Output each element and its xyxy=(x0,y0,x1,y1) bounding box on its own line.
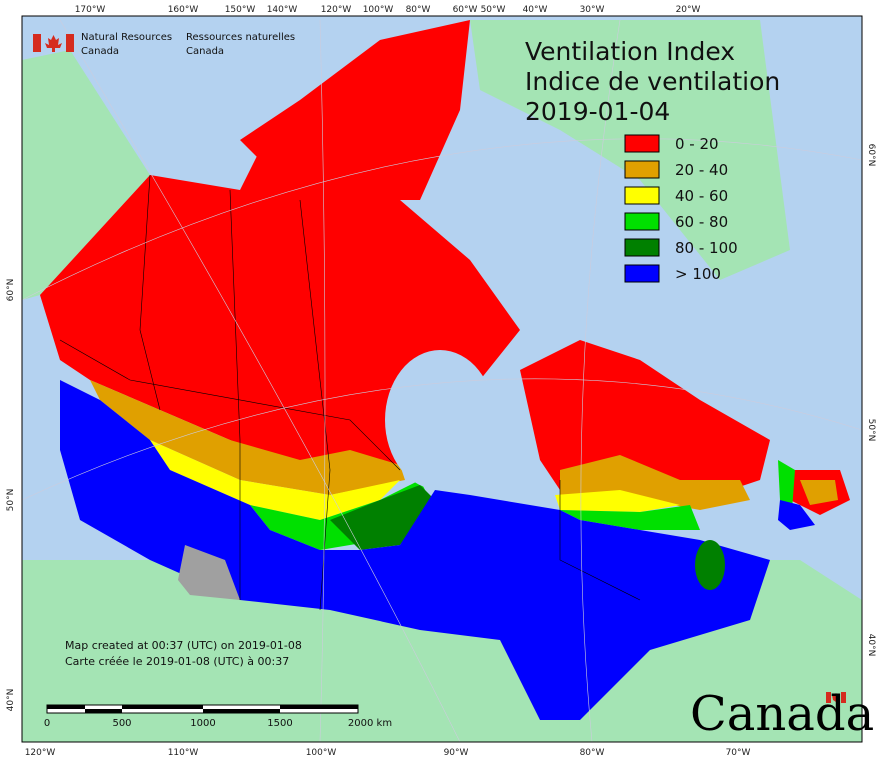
org-name: Canada xyxy=(81,46,119,57)
wordmark-flag xyxy=(826,692,846,703)
parallel xyxy=(21,378,863,501)
parallel xyxy=(21,138,863,301)
graticule xyxy=(21,19,863,743)
boundary xyxy=(229,189,241,600)
legend-swatch xyxy=(624,238,660,257)
graticule-label: 110°W xyxy=(168,748,199,758)
no-data xyxy=(178,545,240,600)
legend-swatch xyxy=(624,160,660,179)
graticule-label: 50°W xyxy=(481,5,506,15)
org-name: Canada xyxy=(186,46,224,57)
title: Ventilation Index xyxy=(525,37,735,66)
alaska xyxy=(22,50,150,300)
graticule-label: 80°W xyxy=(580,748,605,758)
area-20-40 xyxy=(90,380,405,495)
scale-label: 1500 xyxy=(267,718,292,729)
legend-label: 80 - 100 xyxy=(675,239,738,257)
graticule-label: 50°N xyxy=(866,419,876,442)
graticule-label: 140°W xyxy=(267,5,298,15)
graticule-label: 40°N xyxy=(866,634,876,657)
legend-swatch xyxy=(624,186,660,205)
scale-segment xyxy=(203,709,280,713)
org-name: Ressources naturelles xyxy=(186,32,295,43)
graticule-label: 150°W xyxy=(225,5,256,15)
area-over-100 xyxy=(60,380,770,720)
graticule-label: 20°W xyxy=(676,5,701,15)
graticule-label: 60°W xyxy=(453,5,478,15)
area-20-40-newfoundland xyxy=(800,480,838,505)
graticule-label: 50°N xyxy=(6,489,16,512)
legend-label: 20 - 40 xyxy=(675,161,728,179)
logo xyxy=(33,34,74,52)
area-0-20-arctic xyxy=(240,20,470,200)
date: 2019-01-04 xyxy=(525,97,670,126)
graticule-label: 90°W xyxy=(444,748,469,758)
boundary xyxy=(299,199,331,611)
legend-swatch xyxy=(624,134,660,153)
frame xyxy=(21,15,863,743)
boundary xyxy=(559,480,641,601)
legend-swatch xyxy=(624,264,660,283)
wordmark: Canada xyxy=(690,686,874,742)
hudson-bay xyxy=(385,350,495,490)
legend-label: 60 - 80 xyxy=(675,213,728,231)
scale-segment xyxy=(280,705,358,709)
scale-bar xyxy=(46,704,359,714)
graticule-label: 100°W xyxy=(363,5,394,15)
footer-text: Carte créée le 2019-01-08 (UTC) à 00:37 xyxy=(65,655,289,668)
scale-segment xyxy=(122,705,203,709)
area-20-40-quebec xyxy=(560,455,750,510)
maple-leaf xyxy=(45,35,62,52)
scale-label: 0 xyxy=(44,718,50,729)
graticule-label: 80°W xyxy=(406,5,431,15)
graticule-label: 30°W xyxy=(580,5,605,15)
boundary xyxy=(139,174,161,411)
graticule-label: 60°N xyxy=(866,144,876,167)
title: Indice de ventilation xyxy=(525,67,780,96)
graticule-label: 120°W xyxy=(321,5,352,15)
graticule-label: 40°N xyxy=(6,689,16,712)
area-60-80-newfoundland xyxy=(778,460,795,510)
graticule-label: 60°N xyxy=(6,279,16,302)
scale-label: 500 xyxy=(112,718,131,729)
legend-label: 40 - 60 xyxy=(675,187,728,205)
graticule-label: 160°W xyxy=(168,5,199,15)
area-60-80-quebec xyxy=(560,505,700,530)
boundaries xyxy=(59,174,641,611)
maple-leaf xyxy=(832,693,840,702)
meridian xyxy=(580,19,621,743)
legend-swatch xyxy=(624,212,660,231)
boundary xyxy=(59,339,401,471)
graticule-label: 170°W xyxy=(75,5,106,15)
graticule-label: 70°W xyxy=(726,748,751,758)
scale-label: 2000 km xyxy=(348,718,392,729)
scale-segment xyxy=(85,709,122,713)
flag-bar xyxy=(841,692,846,703)
area-80-100-maritimes xyxy=(695,540,725,590)
graticule-label: 120°W xyxy=(25,748,56,758)
legend-label: > 100 xyxy=(675,265,721,283)
scale-label: 1000 xyxy=(190,718,215,729)
meridian xyxy=(59,19,461,743)
graticule-label: 100°W xyxy=(306,748,337,758)
flag-bar xyxy=(826,692,831,703)
flag-bar xyxy=(66,34,74,52)
org-name: Natural Resources xyxy=(81,32,172,43)
scale-segment xyxy=(47,705,85,709)
graticule-label: 40°W xyxy=(523,5,548,15)
area-40-60-quebec xyxy=(555,490,680,512)
flag-bar xyxy=(33,34,41,52)
legend-label: 0 - 20 xyxy=(675,135,719,153)
area-40-60 xyxy=(150,440,400,520)
footer-text: Map created at 00:37 (UTC) on 2019-01-08 xyxy=(65,639,302,652)
meridian xyxy=(319,19,326,743)
area-over-100-newfoundland xyxy=(778,500,815,530)
